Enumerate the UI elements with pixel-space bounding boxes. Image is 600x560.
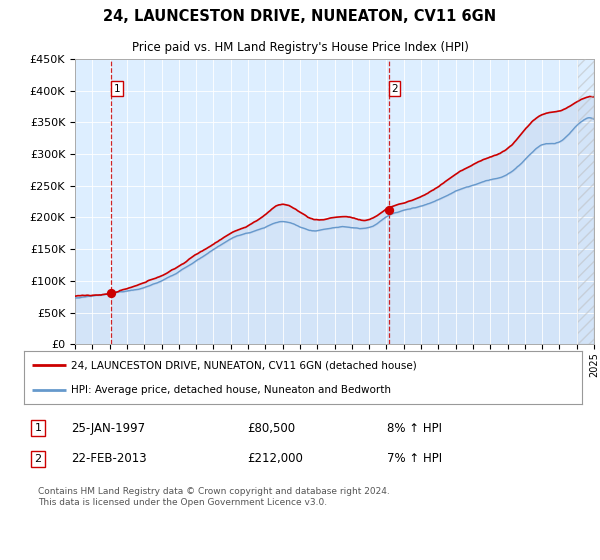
Text: 24, LAUNCESTON DRIVE, NUNEATON, CV11 6GN (detached house): 24, LAUNCESTON DRIVE, NUNEATON, CV11 6GN… [71,361,417,371]
Text: 8% ↑ HPI: 8% ↑ HPI [387,422,442,435]
Text: 24, LAUNCESTON DRIVE, NUNEATON, CV11 6GN: 24, LAUNCESTON DRIVE, NUNEATON, CV11 6GN [103,9,497,24]
Text: 22-FEB-2013: 22-FEB-2013 [71,452,147,465]
Point [106,289,116,298]
Text: Price paid vs. HM Land Registry's House Price Index (HPI): Price paid vs. HM Land Registry's House … [131,41,469,54]
Text: 7% ↑ HPI: 7% ↑ HPI [387,452,442,465]
Point [384,206,394,214]
Text: 25-JAN-1997: 25-JAN-1997 [71,422,146,435]
Text: £212,000: £212,000 [247,452,303,465]
Text: 1: 1 [34,423,41,433]
Text: £80,500: £80,500 [247,422,295,435]
Text: 2: 2 [34,454,41,464]
Text: 2: 2 [391,84,398,94]
Text: HPI: Average price, detached house, Nuneaton and Bedworth: HPI: Average price, detached house, Nune… [71,385,391,395]
Text: Contains HM Land Registry data © Crown copyright and database right 2024.
This d: Contains HM Land Registry data © Crown c… [38,487,390,507]
Text: 1: 1 [113,84,120,94]
